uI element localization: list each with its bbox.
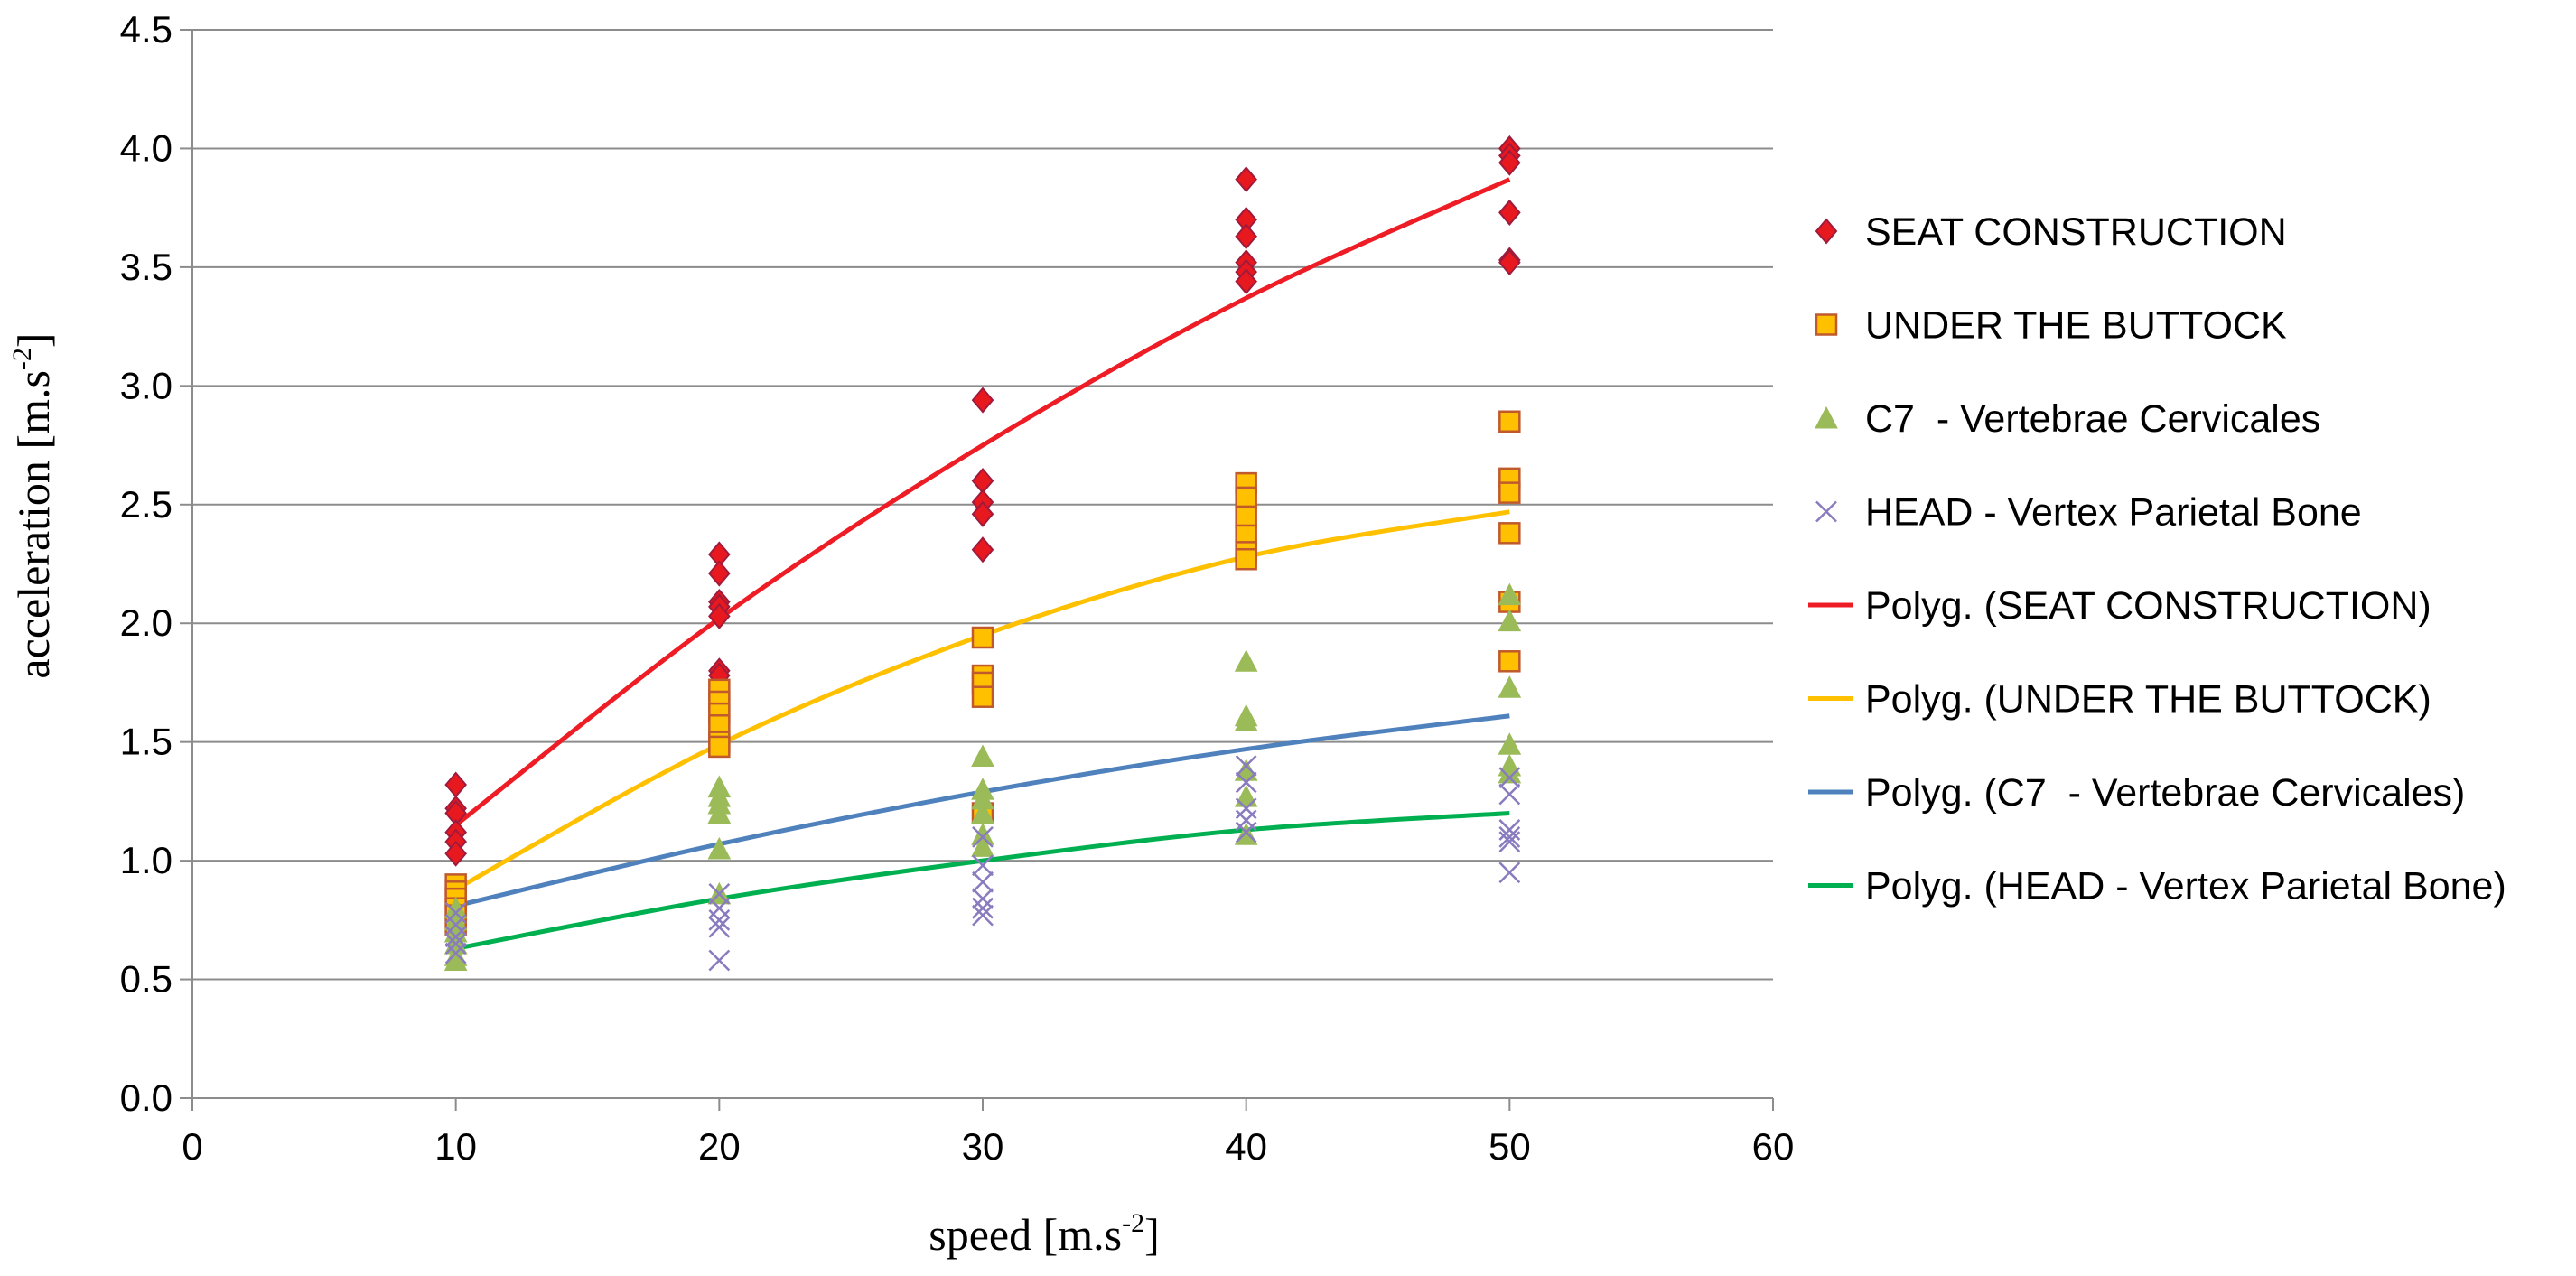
point-series-3 [1235,821,1257,843]
axes [180,29,1774,1111]
point-series-3 [972,904,994,927]
point-series-0 [971,387,994,414]
legend-label: C7 - Vertebrae Cervicales [1865,397,2320,441]
legend-label: SEAT CONSTRUCTION [1865,210,2287,254]
y-tick-label: 1.0 [120,839,173,881]
point-series-2 [707,801,732,824]
point-series-1 [1235,505,1257,528]
point-series-3 [972,854,994,877]
point-series-0 [1235,268,1257,295]
y-axis-title: acceleration [m.s-2] [7,332,59,678]
point-series-2 [1234,759,1258,781]
y-tick-label: 3.0 [120,364,173,406]
point-series-1 [1235,547,1257,571]
trendline-series-7 [455,811,1510,951]
point-series-1 [1498,410,1521,433]
point-series-3 [708,908,731,931]
y-tick-label: 0.5 [120,958,173,1001]
point-series-3 [1498,767,1521,788]
point-series-1 [1235,486,1257,509]
legend: SEAT CONSTRUCTION UNDER THE BUTTOCK C7 - V… [1808,210,2506,908]
point-series-0 [1498,199,1521,226]
point-series-3 [444,933,467,955]
x-tick-label: 0 [182,1125,202,1168]
x-tick-label: 30 [962,1125,1004,1168]
x-tick-label: 50 [1489,1125,1531,1168]
point-series-2 [1234,823,1258,845]
y-tick-label: 1.5 [120,721,173,763]
point-series-0 [444,771,467,798]
y-tick-label: 3.5 [120,246,173,288]
point-series-1 [1498,481,1521,504]
point-series-0 [708,602,731,629]
legend-swatch [1815,405,1838,429]
point-series-3 [1498,862,1521,884]
point-series-2 [1498,675,1522,698]
y-tick-label: 0.0 [120,1076,173,1119]
y-tick-label: 4.0 [120,126,173,169]
point-series-0 [444,840,467,867]
y-tick-label: 4.5 [120,8,173,51]
point-series-0 [1498,249,1521,276]
point-series-2 [1234,785,1258,807]
point-series-2 [1498,582,1522,606]
x-axis-title: speed [m.s-2] [929,1208,1160,1260]
legend-swatch [1815,313,1838,336]
point-series-0 [1235,166,1257,193]
legend-swatch [1815,218,1838,245]
x-tick-label: 10 [434,1125,477,1168]
point-series-3 [708,949,731,972]
point-series-2 [707,836,732,860]
y-tick-label: 2.5 [120,483,173,526]
point-series-0 [971,467,994,495]
legend-label: Polyg. (C7 - Vertebrae Cervicales) [1865,771,2465,815]
tick-labels: 0.0 0.5 1.0 1.5 2.0 2.5 3.0 3.5 4.0 4.5 0 10 20 30 40 5… [120,8,1795,1168]
trendline-series-4 [454,177,1511,827]
legend-label: Polyg. (SEAT CONSTRUCTION) [1865,584,2431,628]
point-series-2 [971,744,994,767]
point-series-2 [1498,609,1522,632]
point-series-3 [444,942,467,964]
point-series-1 [971,626,994,649]
point-series-2 [1498,732,1522,755]
point-series-0 [971,536,994,563]
legend-label: HEAD - Vertex Parietal Bone [1865,491,2362,535]
legend-swatch [1815,500,1837,523]
x-tick-label: 60 [1752,1125,1795,1168]
data-points [443,135,1522,972]
point-series-3 [708,916,731,938]
legend-label: Polyg. (UNDER THE BUTTOCK) [1865,678,2431,722]
point-series-3 [1498,783,1521,806]
point-series-3 [444,926,467,948]
point-series-1 [971,685,994,708]
point-series-2 [1234,649,1258,672]
point-series-1 [708,735,731,759]
point-series-1 [1498,650,1521,673]
x-tick-label: 20 [698,1125,741,1168]
x-tick-label: 40 [1225,1125,1267,1168]
legend-label: Polyg. (HEAD - Vertex Parietal Bone) [1865,865,2506,908]
point-series-3 [1498,831,1521,852]
point-series-3 [972,888,994,910]
point-series-0 [971,500,994,527]
point-series-1 [1498,522,1521,545]
point-series-3 [1498,825,1521,848]
point-series-3 [1235,771,1257,794]
point-series-3 [972,897,994,919]
point-series-2 [971,834,994,857]
point-series-0 [1498,149,1521,176]
y-tick-label: 2.0 [120,601,173,644]
point-series-0 [708,560,731,587]
point-series-2 [1234,708,1258,731]
point-series-3 [972,825,994,848]
point-series-0 [1235,223,1257,250]
legend-label: UNDER THE BUTTOCK [1865,304,2287,348]
point-series-3 [972,871,994,893]
point-series-3 [1235,755,1257,777]
